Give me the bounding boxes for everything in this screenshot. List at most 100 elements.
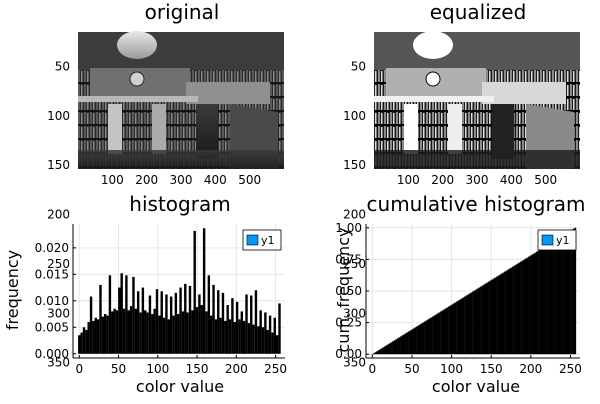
- y-tick-label: 0.75: [335, 252, 362, 266]
- cumulative-bar: [432, 316, 434, 355]
- y-tick-label: 0.010: [35, 294, 69, 308]
- cumulative-bar: [486, 282, 489, 355]
- cumulative-bar: [449, 305, 452, 355]
- cumulative-bar: [470, 292, 473, 355]
- histogram-bar: [129, 306, 133, 354]
- histogram-bar: [195, 307, 199, 354]
- cumulative-bar: [425, 320, 428, 355]
- cumulative-bar: [416, 326, 418, 355]
- legend: y1: [242, 229, 282, 251]
- y-tick-label: 250: [343, 257, 366, 271]
- cumulative-bar: [389, 343, 391, 355]
- histogram-bar: [122, 308, 126, 354]
- cumulative-bar: [478, 287, 481, 355]
- x-tick-label: 200: [225, 362, 248, 376]
- histogram-bar: [146, 312, 149, 354]
- histogram-bar: [113, 308, 116, 354]
- x-tick-label: 0: [75, 362, 83, 376]
- histogram-bar: [96, 319, 100, 354]
- y-tick-label: 50: [351, 59, 366, 73]
- x-tick-label: 500: [238, 173, 261, 187]
- cumulative-bar: [559, 236, 562, 355]
- cumulative-bar: [459, 299, 462, 355]
- histogram-bar: [219, 317, 222, 354]
- cumulative-bar: [569, 230, 572, 355]
- cumulative-bar: [558, 237, 561, 355]
- histogram-bar: [174, 292, 178, 354]
- cumulative-bar: [539, 249, 541, 355]
- histogram-bar: [177, 314, 180, 354]
- cumulative-bar: [395, 339, 398, 355]
- cumulative-bar: [456, 301, 458, 355]
- cumulative-bar: [483, 284, 486, 355]
- x-tick-label: 200: [519, 362, 542, 376]
- histogram-bar: [252, 324, 255, 354]
- histogram-bar: [257, 326, 260, 354]
- x-tick-label: 100: [440, 362, 463, 376]
- cumulative-bar: [553, 240, 556, 355]
- y-tick-label: 350: [47, 356, 70, 370]
- cumulative-bar: [547, 244, 549, 355]
- cumulative-bar: [382, 347, 385, 355]
- histogram-bar: [125, 275, 128, 354]
- histogram-bar: [108, 275, 112, 354]
- y-tick-label: 100: [343, 109, 366, 123]
- cumulative-bar: [411, 329, 414, 355]
- cumulative-bar: [473, 290, 476, 355]
- cumulative-bar: [452, 303, 455, 355]
- histogram-bar: [275, 335, 279, 354]
- cumulative-bar: [520, 261, 522, 355]
- histogram-bar: [200, 305, 203, 354]
- cumulative-bar: [475, 289, 478, 355]
- histogram-bar: [254, 290, 258, 354]
- cumulative-bar: [499, 274, 502, 355]
- cumulative-bar: [489, 280, 492, 355]
- x-tick-label: 300: [170, 173, 193, 187]
- x-tick-label: 500: [534, 173, 557, 187]
- cumulative-bar: [543, 246, 546, 355]
- cumulative-bar: [513, 265, 516, 355]
- x-tick-label: 200: [431, 173, 454, 187]
- cumulative-bar: [462, 297, 465, 355]
- cumulative-bar: [379, 349, 382, 355]
- panel-original: original: [78, 0, 284, 169]
- cumulative-bar: [571, 229, 573, 355]
- histogram-bar: [188, 285, 192, 354]
- cumulative-bar: [563, 234, 565, 355]
- cumulative-bar: [430, 317, 433, 355]
- histogram-bar: [278, 303, 281, 354]
- histogram-bar: [158, 315, 161, 354]
- histogram-bar: [136, 291, 140, 354]
- histogram-bar: [228, 319, 232, 354]
- histogram-bar: [127, 310, 130, 354]
- y-tick-label: 300: [343, 306, 366, 320]
- cumulative-bar: [510, 267, 513, 355]
- cumulative-bar: [403, 334, 406, 355]
- histogram-bar: [162, 317, 166, 354]
- y-tick-label: 200: [343, 208, 366, 222]
- y-tick-label: 0.015: [35, 267, 69, 281]
- image-equalized: [374, 31, 580, 169]
- cumulative-bar: [512, 266, 514, 355]
- cumulative-bar: [374, 352, 377, 355]
- histogram-x-axis-label: color value: [136, 377, 224, 396]
- x-tick-label: 100: [146, 362, 169, 376]
- cumulative-bar: [574, 227, 577, 355]
- histogram-plot-area: 0 50 100 150 200 250 0.000 0.005 0.010 0.015 0.020…: [35, 224, 287, 376]
- x-tick-label: 100: [101, 173, 124, 187]
- cumulative-bar: [556, 238, 559, 355]
- legend: y1: [537, 229, 577, 251]
- y-tick-label: 50: [55, 59, 70, 73]
- histogram-bar: [89, 296, 93, 354]
- image-original: [78, 31, 284, 169]
- histogram-bar: [165, 294, 168, 354]
- histogram-bar: [172, 315, 175, 354]
- cumulative-bar: [377, 350, 380, 355]
- cumulative-bar: [542, 247, 545, 355]
- cumulative-bar: [550, 242, 553, 355]
- cumulative-bar: [460, 298, 463, 355]
- cumulative-bar: [397, 338, 399, 355]
- cumulative-bar: [528, 256, 530, 355]
- y-tick-label: 1.00: [335, 221, 362, 235]
